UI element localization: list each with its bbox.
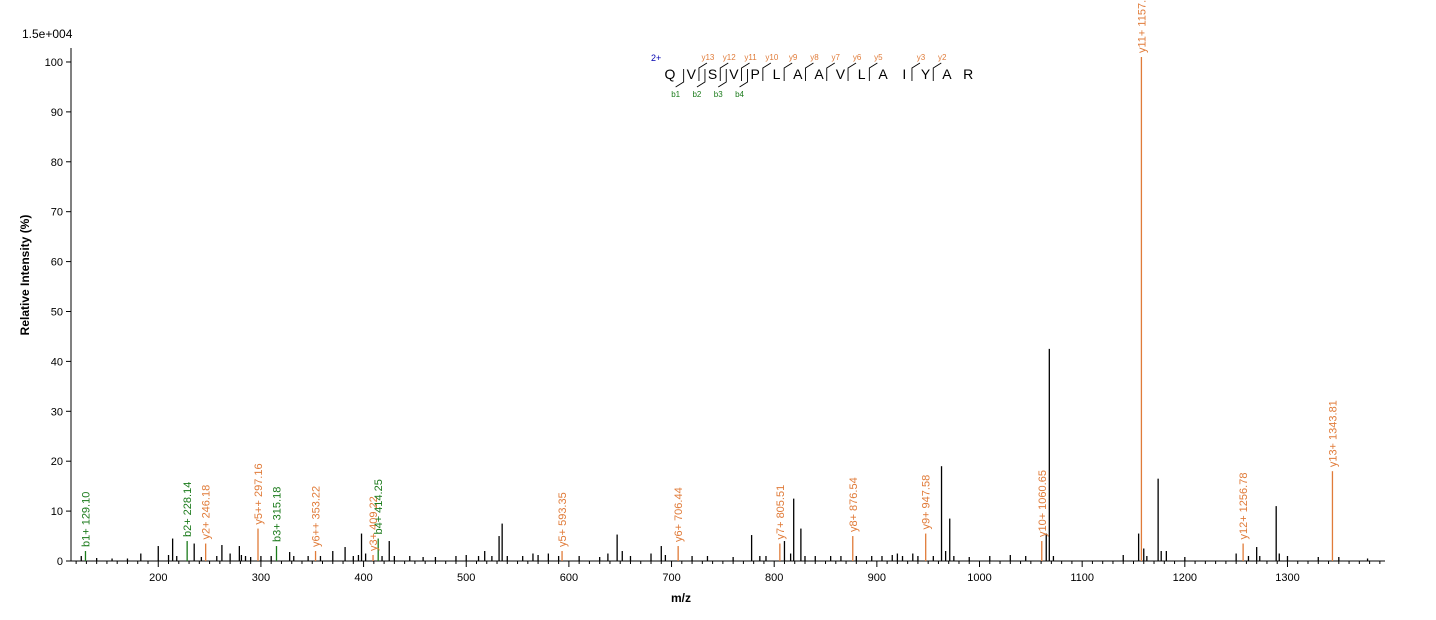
x-tick-label: 700 <box>662 572 680 584</box>
b-ion-peak-label: b2+ 228.14 <box>182 482 194 537</box>
sequence-residue: Y <box>921 66 931 82</box>
y-ion-peak-label: y2+ 246.18 <box>201 485 213 540</box>
b-ion-fragment-bracket <box>718 69 727 88</box>
y-ion-fragment-label: y9 <box>789 53 798 62</box>
b-ion-peak-label: b1+ 129.10 <box>80 492 92 547</box>
y-ion-peak-label: y12+ 1256.78 <box>1238 473 1250 540</box>
y-ion-peak-label: y6++ 353.22 <box>311 486 323 547</box>
y-ion-fragment-label: y8 <box>810 53 819 62</box>
x-tick-label: 200 <box>149 572 167 584</box>
x-tick-label: 300 <box>252 572 270 584</box>
y-ion-fragment-bracket <box>741 62 750 81</box>
y-ion-peak-label: y8+ 876.54 <box>848 477 860 532</box>
axes: 0 10 20 30 40 50 60 70 80 90 100 200 300 400 500 600 700… <box>45 48 1385 584</box>
b-ion-fragment-bracket <box>675 69 685 88</box>
y-tick-label: 50 <box>51 306 63 318</box>
sequence-residue: A <box>793 66 803 82</box>
y-ion-peak-label: y5+ 593.35 <box>557 492 569 547</box>
y-ion-peak-label: y7+ 805.51 <box>775 485 787 540</box>
y-tick-label: 80 <box>51 157 63 169</box>
y-ion-peak-label: y13+ 1343.81 <box>1327 400 1339 467</box>
sequence-residue: A <box>878 66 888 82</box>
y-tick-label: 0 <box>57 556 63 568</box>
y-ion-fragment-bracket <box>932 62 942 81</box>
y-tick-label: 100 <box>45 57 63 69</box>
y-tick-label: 20 <box>51 456 63 468</box>
x-tick-label: 1200 <box>1173 572 1197 584</box>
b-ion-fragment-label: b1 <box>671 90 680 99</box>
b-ion-fragment-bracket <box>739 69 748 88</box>
sequence-residue: A <box>942 66 952 82</box>
y-ion-fragment-bracket <box>911 62 921 81</box>
x-tick-label: 900 <box>868 572 886 584</box>
y-ion-peak-label: y3+ 409.22 <box>368 496 380 551</box>
x-tick-label: 600 <box>560 572 578 584</box>
intensity-scale-label: 1.5e+004 <box>22 27 73 41</box>
y-ion-fragment-bracket <box>762 62 772 81</box>
y-ion-fragment-label: y3 <box>917 53 926 62</box>
y-ion-fragment-bracket <box>698 62 708 81</box>
y-axis-title: Relative Intensity (%) <box>18 215 32 336</box>
y-ion-peak-label: y5++ 297.16 <box>253 463 265 524</box>
x-axis-title: m/z <box>671 591 691 605</box>
x-tick-label: 500 <box>457 572 475 584</box>
x-tick-label: 1000 <box>967 572 991 584</box>
y-tick-label: 10 <box>51 506 63 518</box>
sequence-residue: R <box>963 66 973 82</box>
y-ion-peak-label: y9+ 947.58 <box>921 475 933 530</box>
y-tick-label: 60 <box>51 257 63 269</box>
sequence-residue: P <box>751 66 760 82</box>
x-tick-label: 400 <box>354 572 372 584</box>
y-ion-fragment-label: y2 <box>938 53 947 62</box>
y-ion-fragment-bracket <box>868 62 878 81</box>
sequence-residue: L <box>773 66 781 82</box>
sequence-residue: Q <box>665 66 676 82</box>
y-ion-fragment-label: y7 <box>832 53 841 62</box>
y-ion-fragment-bracket <box>805 62 814 81</box>
y-ion-fragment-bracket <box>719 62 729 81</box>
y-ion-peak-label: y10+ 1060.65 <box>1037 470 1049 537</box>
y-ion-fragment-bracket <box>826 62 835 81</box>
x-tick-label: 1100 <box>1070 572 1094 584</box>
sequence-residue: L <box>858 66 866 82</box>
sequence-residue: I <box>902 66 906 82</box>
b-ion-peak-label: b4+ 414.25 <box>373 479 385 534</box>
y-ion-peak-label: y11+ 1157.72 <box>1136 0 1148 53</box>
y-ion-fragment-bracket <box>783 62 793 81</box>
peaks-layer <box>80 56 1369 561</box>
b-ion-fragment-bracket <box>696 69 706 88</box>
y-ion-fragment-label: y5 <box>874 53 883 62</box>
y-ion-fragment-label: y10 <box>765 53 778 62</box>
y-ion-peak-label: y6+ 706.44 <box>673 487 685 542</box>
b-ion-fragment-label: b3 <box>714 90 723 99</box>
precursor-charge-label: 2+ <box>651 53 661 63</box>
y-ion-fragment-label: y12 <box>723 53 736 62</box>
y-ion-fragment-label: y11 <box>744 53 757 62</box>
x-tick-label: 800 <box>765 572 783 584</box>
b-ion-fragment-label: b4 <box>735 90 744 99</box>
y-ion-fragment-bracket <box>847 62 857 81</box>
x-tick-label: 1300 <box>1275 572 1299 584</box>
y-ion-fragment-label: y13 <box>701 53 714 62</box>
sequence-residue: S <box>708 66 717 82</box>
sequence-residue: V <box>687 66 697 82</box>
y-tick-label: 40 <box>51 356 63 368</box>
y-tick-label: 70 <box>51 207 63 219</box>
y-tick-label: 90 <box>51 107 63 119</box>
sequence-residue: V <box>729 66 739 82</box>
y-ion-fragment-label: y6 <box>853 53 862 62</box>
b-ion-fragment-label: b2 <box>692 90 701 99</box>
sequence-residue: V <box>836 66 846 82</box>
b-ion-peak-label: b3+ 315.18 <box>271 487 283 542</box>
sequence-residue: A <box>814 66 824 82</box>
peak-labels-layer: b1+ 129.10 b2+ 228.14 y2+ 246.18 y5++ 297.1… <box>80 0 1339 551</box>
y-tick-label: 30 <box>51 406 63 418</box>
